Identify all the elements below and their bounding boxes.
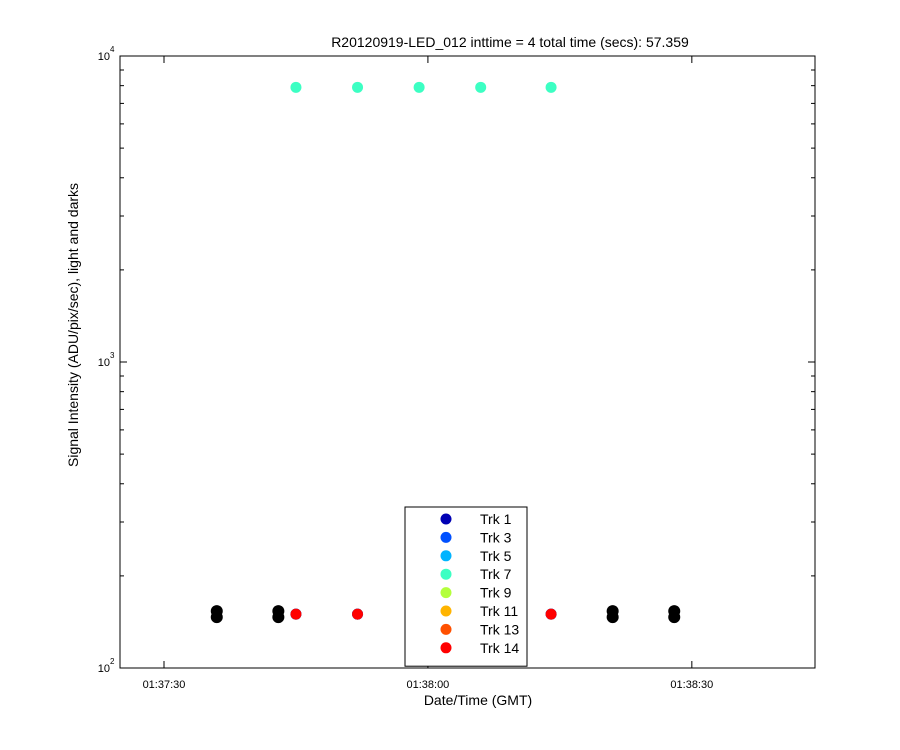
legend-marker: [440, 513, 452, 525]
x-tick-label: 01:38:30: [670, 679, 713, 691]
legend-label: Trk 14: [480, 640, 519, 656]
data-point: [352, 81, 364, 93]
data-point: [545, 608, 557, 620]
legend-marker: [440, 531, 452, 543]
legend-box: [404, 506, 528, 667]
y-tick-exponent: 3: [110, 351, 115, 360]
legend-label: Trk 7: [480, 566, 512, 582]
y-axis-label: Signal Intensity (ADU/pix/sec), light an…: [65, 183, 81, 467]
legend-marker: [440, 550, 452, 562]
y-tick-exponent: 2: [110, 657, 115, 666]
x-tick-label: 01:38:00: [406, 679, 449, 691]
y-tick-exponent: 4: [110, 45, 115, 54]
legend-label: Trk 11: [480, 603, 518, 619]
legend-label: Trk 9: [480, 585, 512, 601]
marks-layer: [210, 81, 681, 624]
data-point: [290, 81, 302, 93]
legend: Trk 1 Trk 3 Trk 5 Trk 7 Trk 9 Trk 11 Trk 13 Trk…: [404, 506, 528, 667]
data-point: [475, 81, 487, 93]
data-point: [352, 608, 364, 620]
legend-marker: [440, 642, 452, 654]
dark-point: [210, 611, 223, 624]
y-tick-label: 10: [98, 663, 110, 675]
data-point: [545, 81, 557, 93]
legend-label: Trk 3: [480, 529, 512, 545]
y-tick-label: 10: [98, 51, 110, 63]
x-tick-label: 01:37:30: [143, 679, 186, 691]
legend-marker: [440, 568, 452, 580]
legend-marker: [440, 623, 452, 635]
data-point: [290, 608, 302, 620]
legend-label: Trk 1: [480, 511, 512, 527]
legend-label: Trk 13: [480, 621, 519, 637]
x-axis-label: Date/Time (GMT): [424, 692, 532, 708]
chart-title: R20120919-LED_012 inttime = 4 total time…: [331, 34, 689, 50]
y-tick-label: 10: [98, 357, 110, 369]
data-point: [413, 81, 425, 93]
legend-label: Trk 5: [480, 548, 512, 564]
dark-point: [668, 611, 681, 624]
dark-point: [606, 611, 619, 624]
dark-point: [272, 611, 285, 624]
legend-marker: [440, 605, 452, 617]
legend-marker: [440, 587, 452, 599]
